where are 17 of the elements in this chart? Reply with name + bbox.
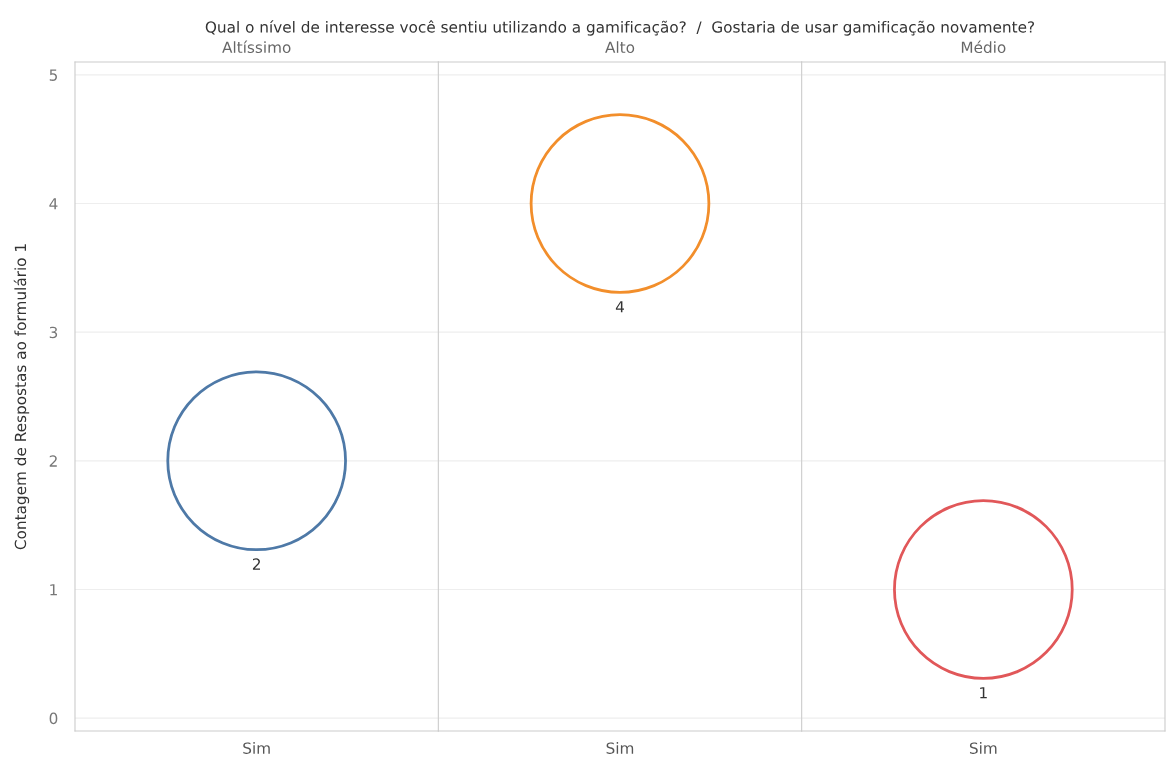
text: Qual o nível de interesse você sentiu utilizando a gamificação? / Gostaria de usar gamificação novamente? xyxy=(205,20,1035,36)
x-tick-label: Sim xyxy=(243,742,270,754)
chart-title: Alto xyxy=(605,41,635,54)
data-label: 1 xyxy=(980,687,987,699)
y-tick-label: 2 xyxy=(49,455,57,467)
chart-title: Altíssimo xyxy=(222,40,291,54)
x-tick-label: Sim xyxy=(606,742,634,754)
x-tick-label: Sim xyxy=(969,742,997,754)
chart-title: Médio xyxy=(961,40,1006,54)
y-tick-label: 5 xyxy=(49,69,57,81)
y-tick-label: 3 xyxy=(49,326,58,339)
y-tick-label: 0 xyxy=(49,712,58,725)
y-tick-label: 1 xyxy=(50,584,57,596)
data-label: 4 xyxy=(615,301,624,313)
y-axis-title: Contagem de Respostas ao formulário 1 xyxy=(13,244,30,550)
y-tick-label: 4 xyxy=(49,198,58,210)
data-label: 2 xyxy=(252,558,260,570)
